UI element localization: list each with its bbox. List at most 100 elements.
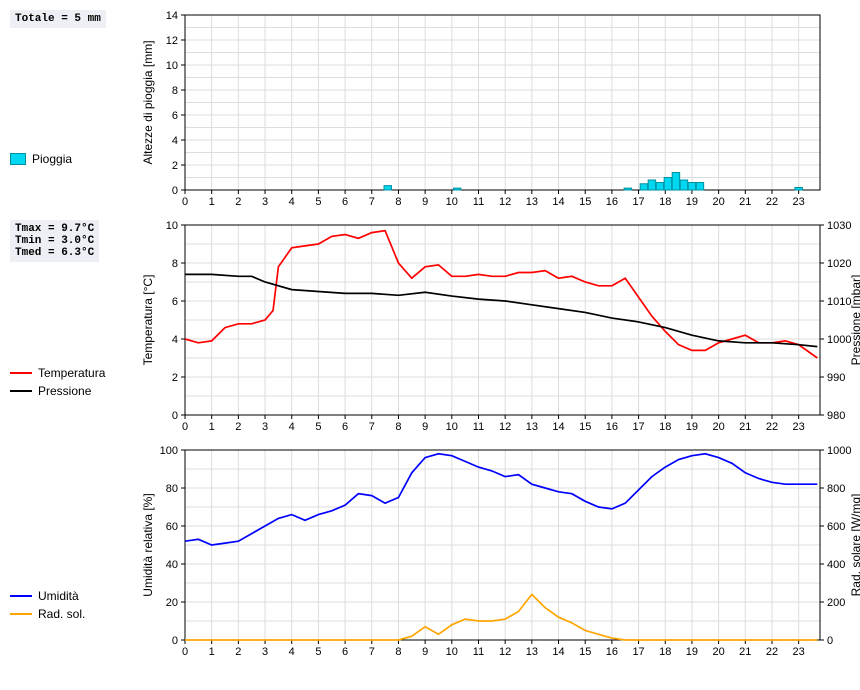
svg-text:10: 10 bbox=[166, 60, 178, 72]
svg-text:10: 10 bbox=[166, 220, 178, 232]
tmin: Tmin = 3.0°C bbox=[15, 235, 94, 247]
svg-text:1030: 1030 bbox=[827, 220, 851, 232]
legend-line-umid bbox=[10, 595, 32, 597]
svg-text:Altezze di pioggia [mm]: Altezze di pioggia [mm] bbox=[141, 40, 155, 164]
svg-text:14: 14 bbox=[166, 10, 178, 22]
svg-text:15: 15 bbox=[579, 646, 591, 655]
svg-text:0: 0 bbox=[182, 421, 188, 430]
svg-text:1010: 1010 bbox=[827, 296, 851, 308]
svg-text:9: 9 bbox=[422, 421, 428, 430]
legend-label-press: Pressione bbox=[38, 384, 91, 398]
svg-text:800: 800 bbox=[827, 483, 845, 495]
svg-text:100: 100 bbox=[160, 445, 178, 457]
svg-text:19: 19 bbox=[686, 646, 698, 655]
chart-area-1: 0123456789101112131415161718192021222302… bbox=[140, 10, 860, 205]
svg-text:16: 16 bbox=[606, 421, 618, 430]
svg-text:11: 11 bbox=[473, 196, 484, 205]
svg-text:8: 8 bbox=[395, 196, 401, 205]
svg-text:19: 19 bbox=[686, 421, 698, 430]
chart-row-rain: Totale = 5 mm Pioggia 012345678910111213… bbox=[10, 10, 850, 205]
svg-text:400: 400 bbox=[827, 559, 845, 571]
rain-chart-svg: 0123456789101112131415161718192021222302… bbox=[140, 10, 860, 205]
svg-text:17: 17 bbox=[632, 646, 644, 655]
svg-text:1: 1 bbox=[209, 646, 215, 655]
svg-text:1020: 1020 bbox=[827, 258, 851, 270]
svg-text:Umidità relativa [%]: Umidità relativa [%] bbox=[141, 493, 155, 596]
svg-text:0: 0 bbox=[827, 635, 833, 647]
temp-stats-info: Tmax = 9.7°C Tmin = 3.0°C Tmed = 6.3°C bbox=[10, 220, 99, 262]
legend-label-temp: Temperatura bbox=[38, 366, 105, 380]
svg-text:200: 200 bbox=[827, 597, 845, 609]
svg-text:13: 13 bbox=[526, 421, 538, 430]
left-panel-1: Totale = 5 mm Pioggia bbox=[10, 10, 140, 166]
svg-text:2: 2 bbox=[172, 372, 178, 384]
svg-text:40: 40 bbox=[166, 559, 178, 571]
svg-text:20: 20 bbox=[166, 597, 178, 609]
humidity-chart-svg: 0123456789101112131415161718192021222302… bbox=[140, 445, 860, 655]
svg-text:0: 0 bbox=[182, 646, 188, 655]
tmed: Tmed = 6.3°C bbox=[15, 247, 94, 259]
svg-text:1: 1 bbox=[209, 421, 215, 430]
svg-text:60: 60 bbox=[166, 521, 178, 533]
svg-text:6: 6 bbox=[342, 646, 348, 655]
svg-text:980: 980 bbox=[827, 410, 845, 422]
svg-text:21: 21 bbox=[739, 421, 751, 430]
svg-text:Pressione [mbar]: Pressione [mbar] bbox=[849, 275, 860, 366]
svg-text:10: 10 bbox=[446, 196, 458, 205]
svg-text:21: 21 bbox=[739, 196, 751, 205]
legend-label-umid: Umidità bbox=[38, 589, 79, 603]
svg-text:Rad. solare [W/mq]: Rad. solare [W/mq] bbox=[849, 494, 860, 597]
svg-text:3: 3 bbox=[262, 196, 268, 205]
legend-pioggia: Pioggia bbox=[10, 152, 135, 166]
svg-text:20: 20 bbox=[712, 196, 724, 205]
svg-text:20: 20 bbox=[712, 421, 724, 430]
left-panel-3: Umidità Rad. sol. bbox=[10, 445, 140, 621]
svg-text:14: 14 bbox=[552, 196, 564, 205]
legend-line-press bbox=[10, 390, 32, 392]
svg-text:1: 1 bbox=[209, 196, 215, 205]
rain-total-info: Totale = 5 mm bbox=[10, 10, 106, 28]
left-panel-2: Tmax = 9.7°C Tmin = 3.0°C Tmed = 6.3°C T… bbox=[10, 220, 140, 398]
legend-radsol: Rad. sol. bbox=[10, 607, 135, 621]
svg-text:22: 22 bbox=[766, 196, 778, 205]
svg-text:9: 9 bbox=[422, 196, 428, 205]
svg-text:22: 22 bbox=[766, 421, 778, 430]
svg-text:22: 22 bbox=[766, 646, 778, 655]
svg-text:4: 4 bbox=[172, 135, 178, 147]
svg-text:15: 15 bbox=[579, 196, 591, 205]
tmax: Tmax = 9.7°C bbox=[15, 223, 94, 235]
svg-text:990: 990 bbox=[827, 372, 845, 384]
svg-text:16: 16 bbox=[606, 196, 618, 205]
svg-text:9: 9 bbox=[422, 646, 428, 655]
chart-area-2: 0123456789101112131415161718192021222302… bbox=[140, 220, 860, 430]
svg-text:14: 14 bbox=[552, 646, 564, 655]
legend-temperatura: Temperatura bbox=[10, 366, 135, 380]
legend-label-rad: Rad. sol. bbox=[38, 607, 85, 621]
charts-container: Totale = 5 mm Pioggia 012345678910111213… bbox=[10, 10, 850, 655]
svg-text:4: 4 bbox=[172, 334, 178, 346]
svg-text:4: 4 bbox=[289, 196, 295, 205]
svg-text:7: 7 bbox=[369, 421, 375, 430]
svg-text:17: 17 bbox=[632, 421, 644, 430]
svg-text:23: 23 bbox=[793, 646, 805, 655]
svg-text:23: 23 bbox=[793, 196, 805, 205]
svg-text:6: 6 bbox=[172, 296, 178, 308]
svg-text:20: 20 bbox=[712, 646, 724, 655]
legend-line-rad bbox=[10, 613, 32, 615]
svg-text:12: 12 bbox=[166, 35, 178, 47]
svg-text:0: 0 bbox=[182, 196, 188, 205]
svg-text:8: 8 bbox=[395, 421, 401, 430]
svg-text:12: 12 bbox=[499, 421, 511, 430]
svg-text:11: 11 bbox=[473, 421, 484, 430]
svg-text:7: 7 bbox=[369, 196, 375, 205]
legend-umidita: Umidità bbox=[10, 589, 135, 603]
svg-text:18: 18 bbox=[659, 196, 671, 205]
svg-text:80: 80 bbox=[166, 483, 178, 495]
svg-text:19: 19 bbox=[686, 196, 698, 205]
svg-text:0: 0 bbox=[172, 635, 178, 647]
svg-text:17: 17 bbox=[632, 196, 644, 205]
temp-chart-svg: 0123456789101112131415161718192021222302… bbox=[140, 220, 860, 430]
svg-text:1000: 1000 bbox=[827, 334, 851, 346]
svg-text:0: 0 bbox=[172, 185, 178, 197]
svg-text:21: 21 bbox=[739, 646, 751, 655]
